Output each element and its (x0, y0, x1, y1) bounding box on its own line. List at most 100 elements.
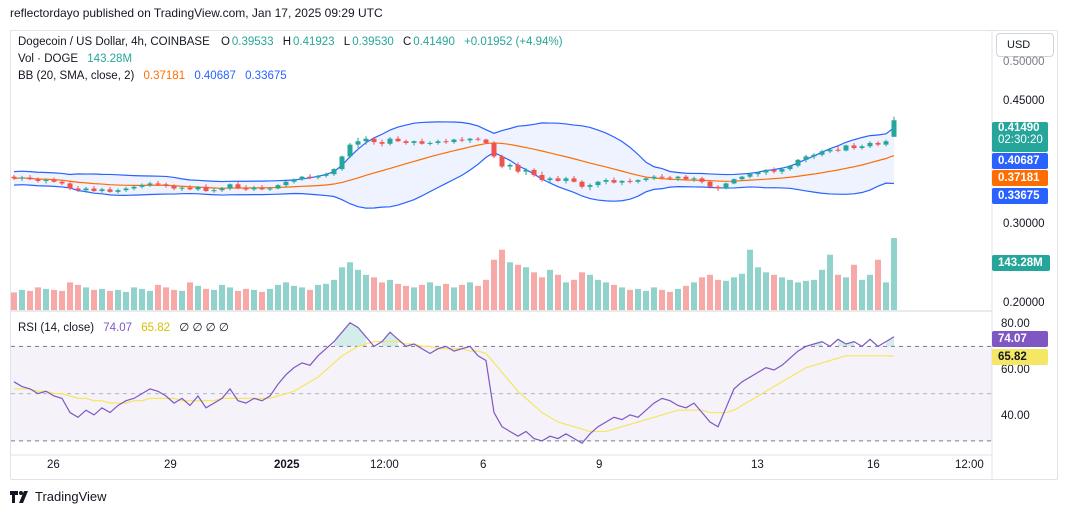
candle-body (267, 188, 273, 190)
volume-bar (539, 277, 545, 310)
candle-body (355, 141, 361, 145)
candle-body (651, 176, 657, 179)
volume-bar (251, 289, 257, 310)
candle-body (27, 177, 33, 180)
candle-body (595, 181, 601, 186)
rsi-tick-60: 60.00 (1001, 364, 1030, 376)
bb-upper-value: 0.40687 (194, 70, 236, 82)
candle-body (683, 176, 689, 180)
candle-body (227, 184, 233, 189)
candle-body (435, 141, 441, 143)
chart-frame (10, 30, 1058, 480)
candle-body (451, 139, 457, 143)
bb-basis-tag: 0.37181 (992, 170, 1048, 186)
close-label: C (402, 36, 412, 48)
bb-lower-line (13, 151, 895, 209)
bb-upper-line (13, 121, 895, 183)
rsi-ma-value: 65.82 (141, 322, 171, 334)
volume-bar (811, 279, 817, 310)
candle-body (795, 159, 801, 166)
candle-body (483, 139, 489, 143)
volume-bar (403, 285, 409, 310)
volume-bar (267, 288, 273, 310)
volume-bar (379, 282, 385, 310)
candle-body (419, 141, 425, 144)
volume-bar (875, 259, 881, 310)
currency-selector[interactable]: USD (996, 33, 1054, 57)
candle-body (339, 156, 345, 170)
open-label: O (220, 36, 230, 48)
volume-bar (755, 267, 761, 310)
volume-bar (459, 284, 465, 310)
candle-body (547, 178, 553, 181)
time-tick-6: 6 (480, 459, 487, 471)
volume-bar (355, 269, 361, 310)
candle-body (43, 180, 49, 182)
volume-bar (659, 289, 665, 310)
candle-body (619, 180, 625, 183)
volume-bar (843, 277, 849, 310)
change-value: +0.01952 (+4.94%) (464, 36, 563, 48)
candle-body (291, 179, 297, 182)
volume-bar (91, 289, 97, 310)
volume-bar (499, 249, 505, 310)
candle-body (347, 144, 353, 157)
candle-body (99, 189, 105, 192)
volume-bar (195, 285, 201, 310)
last-price-tag: 0.41490 02:30:20 (992, 122, 1048, 152)
volume-bar (11, 292, 17, 310)
candle-body (539, 175, 545, 181)
candle-body (123, 188, 129, 191)
volume-bar (795, 282, 801, 310)
tradingview-logo[interactable]: TradingView (10, 489, 107, 504)
candle-body (259, 187, 265, 190)
price-tick-050: 0.50000 (1003, 56, 1045, 68)
rsi-tick-40: 40.00 (1001, 410, 1030, 422)
volume-bar (731, 277, 737, 310)
symbol-legend[interactable]: Dogecoin / US Dollar, 4h, COINBASE O 0.39… (18, 36, 565, 48)
volume-legend[interactable]: Vol · DOGE 143.28M (18, 53, 134, 65)
volume-bar (475, 285, 481, 310)
candle-body (35, 179, 41, 181)
volume-bar (715, 279, 721, 310)
rsi-tick-80: 80.00 (1001, 318, 1030, 330)
volume-bar (859, 279, 865, 310)
candle-body (427, 142, 433, 144)
volume-bar (531, 272, 537, 310)
candle-body (443, 141, 449, 143)
candle-body (731, 179, 737, 184)
symbol-title[interactable]: Dogecoin / US Dollar, 4h, COINBASE (18, 36, 210, 48)
candle-body (83, 188, 89, 191)
volume-bar (219, 284, 225, 310)
candle-body (707, 181, 713, 187)
volume-bar (59, 290, 65, 310)
candle-body (811, 154, 817, 157)
candle-body (387, 138, 393, 144)
volume-bar (515, 264, 521, 310)
candle-body (91, 188, 97, 192)
rsi-tag: 74.07 (992, 331, 1048, 347)
rsi-overbought-fill (334, 322, 366, 347)
volume-bar (507, 262, 513, 310)
rsi-legend[interactable]: RSI (14, close) 74.07 65.82 ∅ ∅ ∅ ∅ (18, 320, 231, 334)
rsi-line (13, 321, 895, 445)
volume-bar (75, 284, 81, 310)
publish-info: reflectordayo published on TradingView.c… (10, 6, 383, 20)
volume-bar (139, 288, 145, 310)
candle-body (843, 145, 849, 151)
volume-bar (747, 249, 753, 310)
volume-bar (171, 289, 177, 310)
candle-body (571, 178, 577, 182)
candle-body (275, 185, 281, 189)
candle-body (307, 176, 313, 178)
close-value: 0.41490 (413, 36, 455, 48)
volume-bar (675, 288, 681, 310)
candle-body (323, 174, 329, 176)
volume-bar (555, 274, 561, 310)
volume-bar (667, 291, 673, 310)
time-tick-13: 13 (751, 459, 764, 471)
candle-body (611, 180, 617, 183)
candle-body (803, 156, 809, 160)
bb-legend[interactable]: BB (20, SMA, close, 2) 0.37181 0.40687 0… (18, 70, 289, 82)
